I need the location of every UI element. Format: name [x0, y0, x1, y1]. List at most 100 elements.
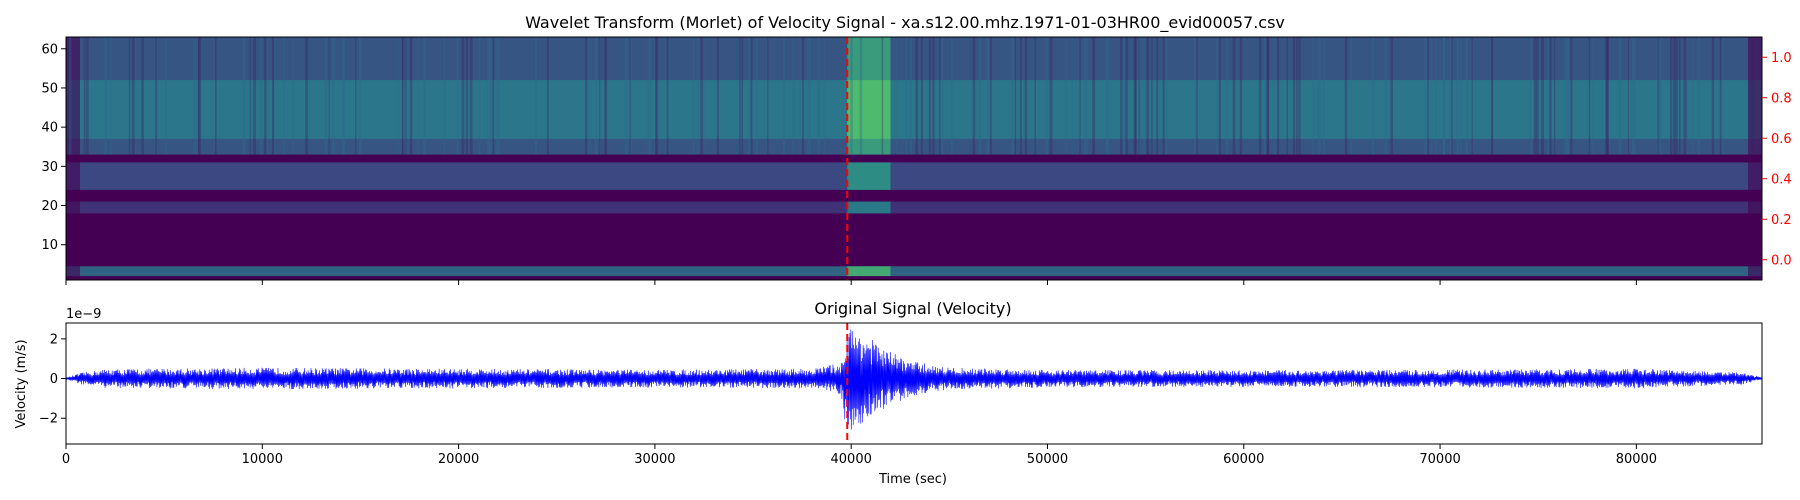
- heatmap-streak: [331, 37, 335, 155]
- heatmap-streak: [253, 37, 256, 155]
- heatmap-streak: [1312, 37, 1315, 155]
- heatmap-streak: [915, 37, 919, 155]
- heatmap-streak: [594, 37, 598, 155]
- heatmap-streak: [1298, 37, 1301, 155]
- heatmap-streak: [131, 37, 135, 155]
- heatmap-streak: [1471, 37, 1473, 155]
- heatmap-streak: [989, 37, 992, 155]
- heatmap-streak: [110, 37, 112, 155]
- signal-x-axis: 0 10000 20000 30000 40000 50000 60000 70000 8000…: [62, 444, 1657, 467]
- heatmap-streak: [497, 37, 500, 155]
- heatmap-streak: [1019, 37, 1022, 155]
- heatmap-streak: [1692, 37, 1694, 155]
- heatmap-streak: [461, 37, 465, 155]
- heatmap-y-tick-label: 10: [41, 238, 58, 253]
- heatmap-streak: [905, 37, 908, 155]
- heatmap-streak: [1442, 37, 1446, 155]
- heatmap-streak: [697, 37, 699, 155]
- heatmap-streak: [1547, 37, 1550, 155]
- heatmap-streak: [755, 37, 759, 155]
- heatmap-streak: [1350, 37, 1352, 155]
- heatmap-streak: [404, 37, 407, 155]
- heatmap-streak: [404, 37, 407, 155]
- heatmap-streak: [1592, 37, 1594, 155]
- heatmap-streak: [1024, 37, 1028, 155]
- heatmap-streak: [1430, 37, 1432, 155]
- heatmap-streak: [193, 37, 197, 155]
- heatmap-streak: [66, 37, 69, 155]
- heatmap-streak: [666, 37, 669, 155]
- heatmap-streak: [342, 37, 346, 155]
- heatmap-streak: [599, 37, 601, 155]
- heatmap-streak: [491, 37, 495, 155]
- heatmap-streak: [402, 37, 404, 155]
- heatmap-streak: [1317, 37, 1321, 155]
- heatmap-streak: [806, 37, 810, 155]
- signal-x-label: Time (sec): [878, 472, 947, 487]
- heatmap-streak: [932, 37, 935, 155]
- heatmap-streak: [355, 37, 357, 155]
- heatmap-streak: [1711, 37, 1715, 155]
- heatmap-y-tick-label: 60: [41, 42, 58, 57]
- heatmap-streak: [324, 37, 328, 155]
- heatmap-streak: [920, 37, 923, 155]
- heatmap-streak: [417, 37, 419, 155]
- heatmap-streak: [1721, 37, 1724, 155]
- heatmap-streak: [1719, 37, 1722, 155]
- heatmap-streak: [1601, 37, 1603, 155]
- heatmap-streak: [1266, 37, 1269, 155]
- heatmap-streak: [1427, 37, 1429, 155]
- heatmap-streak: [83, 37, 86, 155]
- heatmap-streak: [486, 37, 490, 155]
- heatmap-y-tick-label: 50: [41, 81, 58, 96]
- heatmap-streak: [978, 37, 982, 155]
- heatmap-streak: [1605, 37, 1609, 155]
- heatmap-streak: [1570, 37, 1573, 155]
- heatmap-streak: [1133, 37, 1137, 155]
- heatmap-streak: [1442, 37, 1446, 155]
- heatmap-streak: [1627, 37, 1629, 155]
- heatmap-streak: [397, 37, 399, 155]
- heatmap-streak: [1322, 37, 1325, 155]
- heatmap-streak: [808, 37, 811, 155]
- heatmap-streak: [1566, 37, 1570, 155]
- heatmap-streak: [1588, 37, 1591, 155]
- heatmap-streak: [859, 37, 863, 155]
- heatmap-streak: [68, 37, 71, 155]
- heatmap-streak: [85, 37, 89, 155]
- heatmap-streak: [1165, 37, 1168, 155]
- signal-scale-label: 1e−9: [66, 307, 101, 322]
- heatmap-frame: [65, 36, 1763, 281]
- heatmap-streak: [1146, 37, 1150, 155]
- heatmap-streak: [1266, 37, 1270, 155]
- heatmap-streak: [716, 37, 719, 155]
- heatmap-streak: [264, 37, 267, 155]
- heatmap-streak: [292, 37, 295, 155]
- heatmap-streak: [1536, 37, 1539, 155]
- heatmap-streak: [215, 37, 217, 155]
- heatmap-streak: [649, 37, 652, 155]
- heatmap-streak: [1674, 37, 1678, 155]
- heatmap-streak: [260, 37, 263, 155]
- heatmap-streak: [605, 37, 608, 155]
- heatmap-streak: [1554, 37, 1556, 155]
- heatmap-streak: [655, 37, 657, 155]
- heatmap-streak: [196, 37, 199, 155]
- heatmap-streak: [1124, 37, 1127, 155]
- heatmap-band-4: [66, 266, 1762, 277]
- heatmap-event-band-1: [847, 80, 891, 139]
- heatmap-streak: [1554, 37, 1556, 155]
- heatmap-streak: [165, 37, 167, 155]
- heatmap-streak: [1151, 37, 1153, 155]
- heatmap-streak: [895, 37, 897, 155]
- heatmap-streak: [1753, 37, 1755, 155]
- heatmap-streak: [748, 37, 752, 155]
- heatmap-streak: [1034, 37, 1036, 155]
- heatmap-streak: [1607, 37, 1609, 155]
- heatmap-streak: [700, 37, 703, 155]
- heatmap-streak: [1657, 37, 1660, 155]
- heatmap-streak: [1751, 37, 1753, 155]
- signal-y-axis: −2 0 2: [39, 332, 66, 427]
- heatmap-streak: [465, 37, 469, 155]
